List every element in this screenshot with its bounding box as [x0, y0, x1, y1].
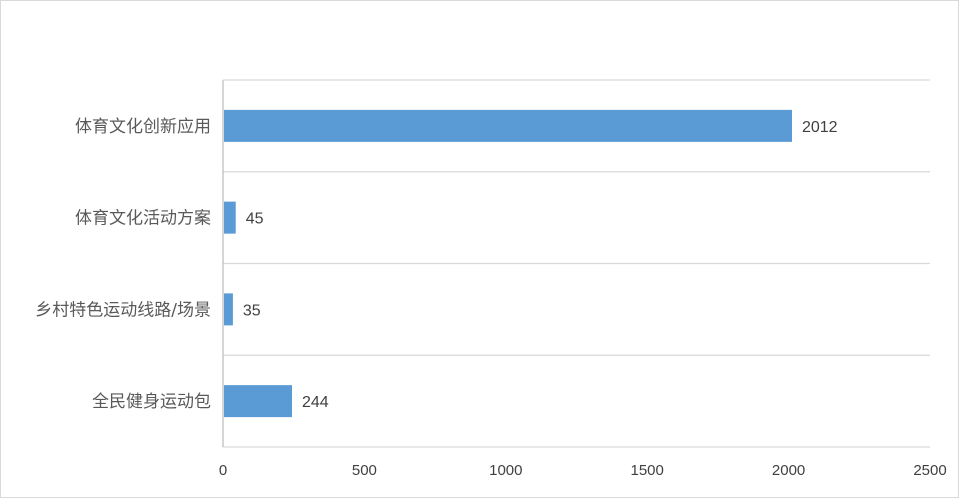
category-label: 体育文化创新应用 [75, 117, 211, 137]
x-tick-label: 1000 [489, 462, 522, 479]
category-label: 乡村特色运动线路/场景 [35, 300, 211, 320]
category-label: 体育文化活动方案 [75, 209, 211, 229]
category-label: 全民健身运动包 [92, 392, 211, 412]
bar [224, 293, 233, 326]
x-tick-label: 1500 [631, 462, 664, 479]
x-tick-label: 2000 [772, 462, 805, 479]
data-label: 45 [246, 211, 264, 228]
bar [224, 385, 293, 418]
x-tick-label: 2500 [913, 462, 946, 479]
bar [224, 201, 236, 234]
bar [224, 109, 792, 142]
x-tick-label: 0 [219, 462, 227, 479]
data-label: 35 [243, 302, 261, 319]
data-label: 244 [302, 394, 329, 411]
x-tick-label: 500 [352, 462, 377, 479]
data-label: 2012 [802, 119, 838, 136]
